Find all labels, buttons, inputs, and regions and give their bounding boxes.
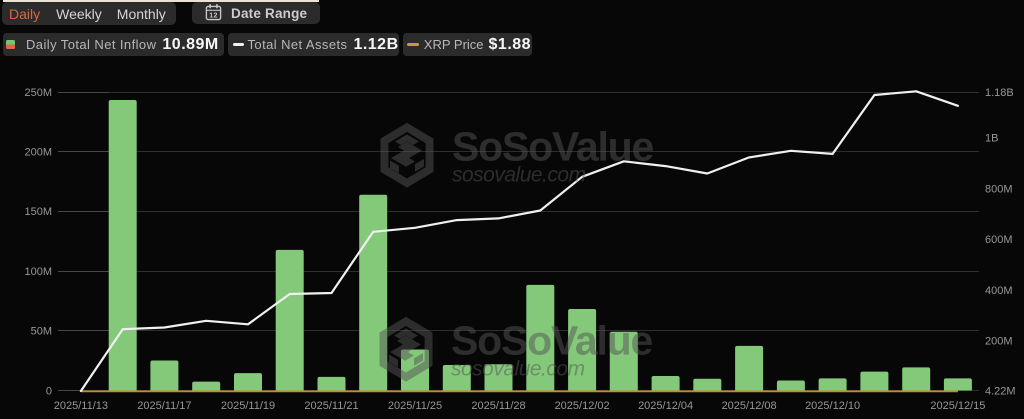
svg-text:250M: 250M bbox=[24, 87, 52, 99]
svg-text:50M: 50M bbox=[31, 326, 52, 338]
svg-text:4.22M: 4.22M bbox=[985, 385, 1016, 397]
svg-text:2025/11/21: 2025/11/21 bbox=[304, 400, 358, 412]
svg-text:SoSoValue: SoSoValue bbox=[452, 124, 654, 170]
svg-text:0: 0 bbox=[46, 385, 52, 397]
svg-text:2025/12/15: 2025/12/15 bbox=[930, 400, 985, 412]
svg-text:400M: 400M bbox=[985, 285, 1013, 297]
svg-text:100M: 100M bbox=[24, 266, 52, 278]
svg-text:sosovalue.com: sosovalue.com bbox=[452, 164, 586, 187]
svg-text:150M: 150M bbox=[24, 206, 52, 218]
svg-text:2025/11/25: 2025/11/25 bbox=[388, 400, 442, 412]
svg-text:2025/11/13: 2025/11/13 bbox=[54, 400, 108, 412]
svg-text:2025/11/17: 2025/11/17 bbox=[137, 400, 191, 412]
svg-text:1.18B: 1.18B bbox=[985, 87, 1014, 99]
svg-text:2025/12/10: 2025/12/10 bbox=[805, 400, 860, 412]
svg-text:2025/11/19: 2025/11/19 bbox=[221, 400, 275, 412]
svg-text:1B: 1B bbox=[985, 133, 998, 145]
svg-text:200M: 200M bbox=[985, 336, 1013, 348]
svg-text:600M: 600M bbox=[985, 234, 1013, 246]
svg-text:2025/12/04: 2025/12/04 bbox=[638, 400, 693, 412]
svg-text:12: 12 bbox=[209, 12, 217, 19]
svg-text:SoSoValue: SoSoValue bbox=[451, 318, 653, 364]
svg-text:800M: 800M bbox=[985, 183, 1013, 195]
svg-text:2025/12/08: 2025/12/08 bbox=[722, 400, 777, 412]
svg-text:2025/11/28: 2025/11/28 bbox=[471, 400, 525, 412]
svg-text:sosovalue.com: sosovalue.com bbox=[451, 358, 585, 381]
svg-text:200M: 200M bbox=[24, 147, 52, 159]
svg-text:2025/12/02: 2025/12/02 bbox=[555, 400, 610, 412]
